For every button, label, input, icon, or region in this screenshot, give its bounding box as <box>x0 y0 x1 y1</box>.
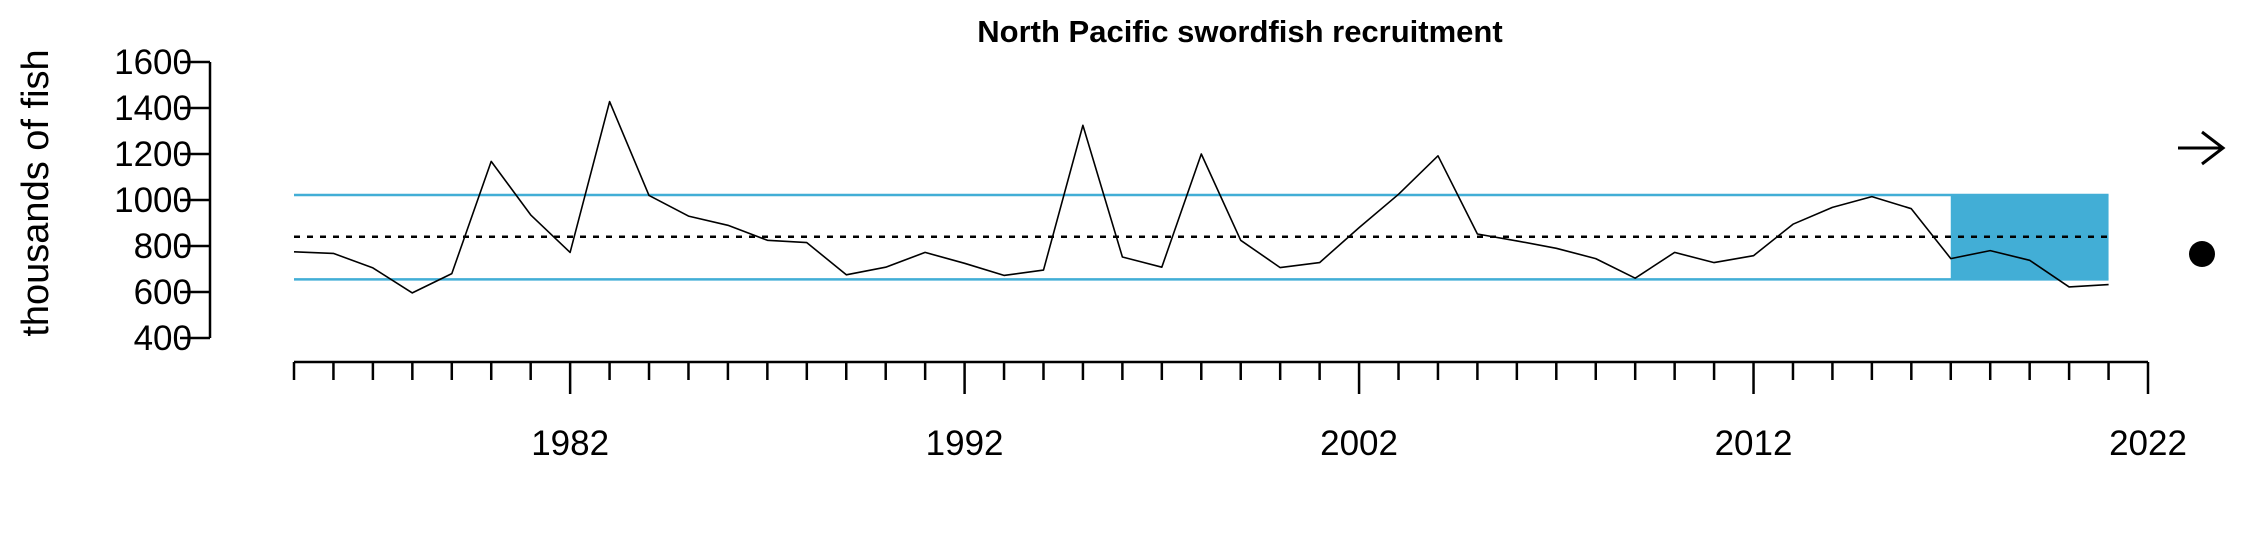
y-tick-label: 1400 <box>114 89 192 128</box>
recent-window-highlight <box>1950 194 2109 280</box>
y-tick-label: 800 <box>134 227 192 266</box>
x-tick-label: 2012 <box>1715 424 1793 463</box>
y-axis-label: thousands of fish <box>15 49 57 336</box>
x-tick-label: 2022 <box>2109 424 2187 463</box>
series-group <box>293 100 2109 294</box>
x-tick-label: 1992 <box>926 424 1004 463</box>
y-tick-label: 1200 <box>114 135 192 174</box>
y-tick-label: 1000 <box>114 181 192 220</box>
filled-circle-icon <box>2189 241 2215 267</box>
x-axis: 1982 1992 2002 2012 2022 <box>292 360 2187 463</box>
y-tick-label: 400 <box>134 319 192 358</box>
series-line <box>293 100 2109 294</box>
y-tick-label: 1600 <box>114 43 192 82</box>
y-tick-label: 600 <box>134 273 192 312</box>
y-axis: 400 600 800 1000 1200 1400 1600 <box>114 43 212 358</box>
chart-title: North Pacific swordfish recruitment <box>977 14 1502 49</box>
right-arrow-icon <box>2178 130 2226 166</box>
x-tick-label: 1982 <box>531 424 609 463</box>
x-tick-label: 2002 <box>1320 424 1398 463</box>
